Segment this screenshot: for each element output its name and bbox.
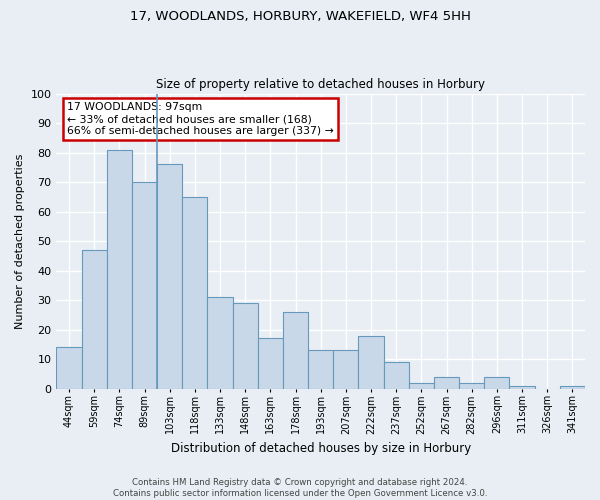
X-axis label: Distribution of detached houses by size in Horbury: Distribution of detached houses by size …	[170, 442, 471, 455]
Bar	[56, 348, 82, 389]
Bar	[107, 150, 132, 388]
Title: Size of property relative to detached houses in Horbury: Size of property relative to detached ho…	[156, 78, 485, 91]
Bar	[560, 386, 585, 388]
Bar	[409, 382, 434, 388]
Text: 17 WOODLANDS: 97sqm
← 33% of detached houses are smaller (168)
66% of semi-detac: 17 WOODLANDS: 97sqm ← 33% of detached ho…	[67, 102, 334, 136]
Bar	[509, 386, 535, 388]
Bar	[157, 164, 182, 388]
Bar	[484, 377, 509, 388]
Bar	[383, 362, 409, 388]
Bar	[358, 336, 383, 388]
Bar	[434, 377, 459, 388]
Bar	[333, 350, 358, 389]
Bar	[308, 350, 333, 389]
Y-axis label: Number of detached properties: Number of detached properties	[15, 154, 25, 329]
Bar	[82, 250, 107, 388]
Text: Contains HM Land Registry data © Crown copyright and database right 2024.
Contai: Contains HM Land Registry data © Crown c…	[113, 478, 487, 498]
Bar	[182, 197, 208, 388]
Bar	[132, 182, 157, 388]
Text: 17, WOODLANDS, HORBURY, WAKEFIELD, WF4 5HH: 17, WOODLANDS, HORBURY, WAKEFIELD, WF4 5…	[130, 10, 470, 23]
Bar	[459, 382, 484, 388]
Bar	[208, 297, 233, 388]
Bar	[258, 338, 283, 388]
Bar	[233, 303, 258, 388]
Bar	[283, 312, 308, 388]
